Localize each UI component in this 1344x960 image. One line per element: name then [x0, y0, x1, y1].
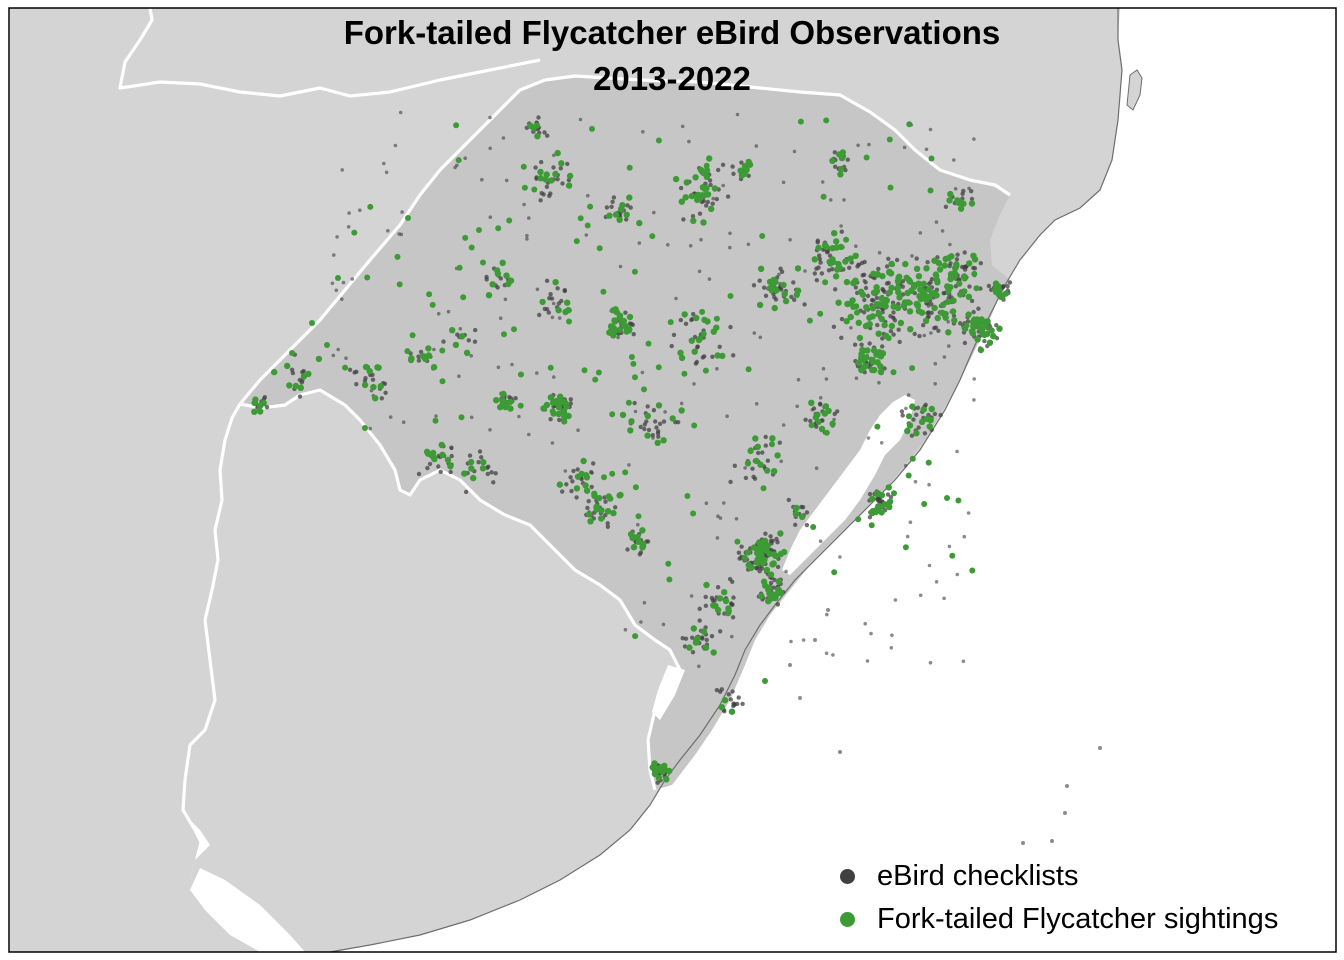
- dot-icon: [840, 912, 855, 927]
- border-line: [118, 7, 541, 98]
- coastline: [329, 8, 1123, 953]
- legend-label: Fork-tailed Flycatcher sightings: [877, 903, 1279, 935]
- map-title: Fork-tailed Flycatcher eBird Observation…: [343, 14, 1001, 51]
- study-region: [240, 75, 1010, 790]
- border-line: [239, 388, 682, 791]
- estuary-water: [190, 868, 305, 952]
- border-line: [238, 78, 546, 406]
- map-border: [8, 7, 1337, 953]
- observation-points: [251, 110, 1102, 845]
- map-subtitle: 2013-2022: [593, 60, 751, 97]
- dot-icon: [840, 869, 855, 884]
- legend-item-checklists: eBird checklists: [832, 855, 1278, 898]
- legend-item-sightings: Fork-tailed Flycatcher sightings: [832, 898, 1278, 941]
- legend: eBird checklists Fork-tailed Flycatcher …: [832, 855, 1278, 941]
- legend-label: eBird checklists: [877, 860, 1079, 892]
- lagoon-small: [652, 665, 685, 720]
- border-line: [181, 403, 242, 851]
- lagoon: [782, 395, 915, 575]
- border-line: [544, 74, 1011, 197]
- island: [1126, 69, 1143, 111]
